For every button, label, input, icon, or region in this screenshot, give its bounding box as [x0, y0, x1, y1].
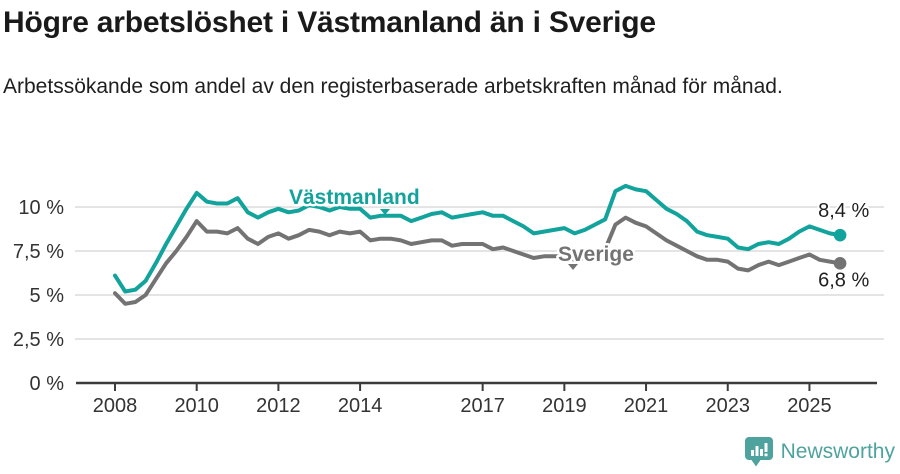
y-tick-label: 0 % [30, 373, 65, 395]
series-label: Sverige [558, 243, 634, 266]
chart-subtitle: Arbetssökande som andel av den registerb… [3, 75, 783, 98]
end-value-label: 8,4 % [818, 200, 869, 222]
y-tick-label: 2,5 % [13, 329, 64, 351]
newsworthy-logo: Newsworthy [744, 436, 895, 468]
series-line-vastmanland [113, 183, 843, 294]
brand-name: Newsworthy [780, 440, 895, 463]
chart-title: Högre arbetslöshet i Västmanland än i Sv… [3, 6, 656, 39]
x-tick-label: 2014 [338, 395, 383, 417]
x-tick-label: 2023 [706, 395, 751, 417]
x-tick-label: 2008 [93, 395, 138, 417]
series-end-dot [833, 257, 847, 270]
x-tick-label: 2019 [542, 395, 587, 417]
x-tick-label: 2012 [256, 395, 301, 417]
series-line-sverige [113, 215, 843, 306]
y-tick-label: 5 % [30, 285, 65, 307]
series-label: Västmanland [289, 186, 420, 209]
x-tick-label: 2010 [174, 395, 219, 417]
y-tick-label: 10 % [18, 197, 64, 219]
series-label-caret [380, 209, 390, 215]
series-label-caret [568, 264, 578, 270]
x-tick-label: 2017 [460, 395, 505, 417]
x-tick-label: 2025 [787, 395, 832, 417]
end-value-label: 6,8 % [818, 269, 869, 291]
bar-chart-badge-icon [744, 437, 773, 467]
y-tick-label: 7,5 % [13, 241, 64, 263]
series-end-dot [833, 228, 847, 242]
x-tick-label: 2021 [624, 395, 669, 417]
